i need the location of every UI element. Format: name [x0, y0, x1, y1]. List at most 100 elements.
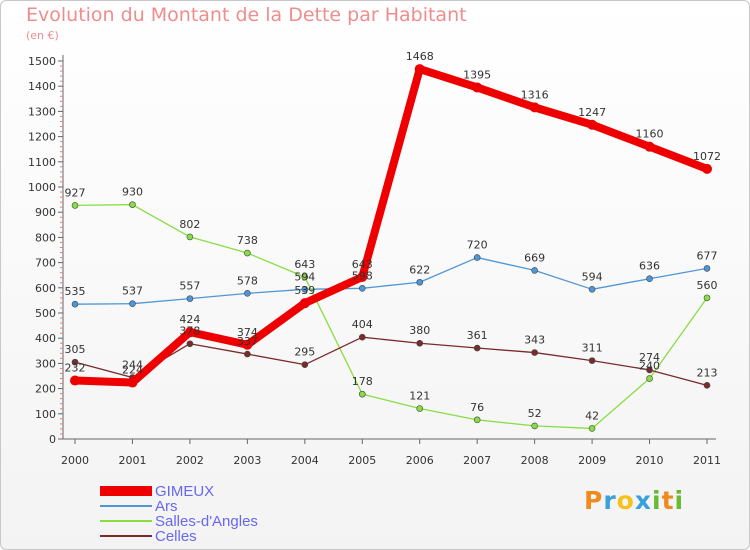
- data-label: 380: [409, 324, 430, 337]
- y-tick-label: 700: [35, 257, 56, 270]
- data-point: [646, 275, 653, 283]
- data-label: 295: [294, 346, 315, 359]
- data-label: 178: [352, 375, 373, 388]
- data-label: 720: [467, 239, 488, 252]
- data-label: 244: [122, 359, 143, 372]
- data-label: 677: [697, 249, 718, 262]
- data-label: 213: [697, 366, 718, 379]
- series-lines: [70, 64, 712, 432]
- proxiti-logo: Proxiti: [584, 486, 684, 515]
- data-point: [244, 249, 251, 257]
- y-tick-label: 200: [35, 383, 56, 396]
- y-tick-label: 0: [49, 433, 56, 446]
- data-label: 224: [122, 364, 143, 377]
- legend-swatch: [100, 505, 152, 507]
- data-label: 622: [409, 263, 430, 276]
- x-tick-label: 2009: [578, 454, 606, 467]
- data-label: 927: [65, 186, 86, 199]
- legend-label: Ars: [155, 498, 178, 515]
- x-tick-label: 2001: [118, 454, 146, 467]
- logo-letter: i: [652, 486, 662, 515]
- data-point: [301, 286, 309, 293]
- series-line: [74, 336, 708, 386]
- data-label: 343: [524, 334, 545, 347]
- data-point: [531, 267, 538, 274]
- y-tick-label: 800: [35, 231, 56, 244]
- data-label: 1160: [636, 128, 664, 141]
- data-point: [588, 286, 596, 293]
- data-label: 738: [237, 234, 258, 247]
- y-tick-label: 1000: [28, 181, 56, 194]
- data-label: 121: [409, 390, 430, 403]
- series-line: [74, 203, 708, 430]
- data-point: [703, 265, 711, 272]
- data-point: [71, 300, 79, 308]
- legend-swatch: [100, 535, 152, 537]
- data-label: 404: [352, 318, 373, 331]
- data-point: [71, 358, 79, 366]
- x-tick-label: 2002: [176, 454, 204, 467]
- data-label: 240: [639, 360, 660, 373]
- data-point: [242, 339, 253, 350]
- legend-label: GIMEUX: [155, 483, 215, 500]
- x-tick-label: 2006: [406, 454, 434, 467]
- data-label: 76: [470, 401, 484, 414]
- data-label: 539: [294, 284, 315, 297]
- x-tick-label: 2005: [348, 454, 376, 467]
- data-point: [414, 64, 425, 75]
- data-label: 337: [237, 335, 258, 348]
- data-point: [646, 366, 653, 374]
- data-point: [531, 422, 538, 430]
- data-point: [186, 340, 194, 348]
- x-tick-label: 2000: [61, 454, 89, 467]
- data-label: 1316: [521, 88, 549, 101]
- data-label: 560: [697, 279, 718, 292]
- data-point: [244, 350, 251, 358]
- data-label: 1072: [693, 150, 721, 163]
- series-ars: [71, 254, 711, 308]
- x-tick-label: 2003: [233, 454, 261, 467]
- data-point: [244, 290, 251, 297]
- data-point: [473, 344, 481, 352]
- data-point: [129, 201, 136, 208]
- legend-swatch: [100, 520, 152, 522]
- data-label: 42: [585, 409, 599, 422]
- data-point: [703, 294, 711, 302]
- y-tick-label: 900: [35, 206, 56, 219]
- data-point: [129, 300, 136, 307]
- data-point: [531, 349, 538, 356]
- data-point: [473, 416, 481, 424]
- data-point: [70, 375, 80, 386]
- data-label: 594: [582, 270, 603, 283]
- data-label: 1395: [463, 68, 491, 81]
- logo-letter: o: [616, 486, 635, 515]
- data-point: [186, 233, 194, 241]
- chart-subtitle: (en €): [26, 29, 59, 42]
- y-tick-label: 300: [35, 357, 56, 370]
- data-point: [357, 271, 368, 282]
- y-tick-label: 100: [35, 408, 56, 421]
- data-point: [358, 390, 366, 398]
- data-label: 232: [65, 362, 86, 375]
- logo-letter: P: [584, 486, 604, 515]
- series-celles: [71, 333, 711, 389]
- y-tick-label: 1200: [28, 131, 56, 144]
- data-label: 578: [237, 274, 258, 287]
- data-point: [703, 382, 711, 389]
- data-label: 52: [528, 407, 542, 420]
- x-tick-label: 2004: [291, 454, 319, 467]
- legend-label: Salles-d'Angles: [155, 513, 258, 530]
- data-labels: 535 537 557 578 594 598 622 720 669 594 636 677 927 9…: [65, 50, 722, 422]
- series-line: [71, 65, 711, 387]
- data-point: [127, 377, 138, 388]
- series-gimeux: [70, 64, 712, 388]
- logo-letter: i: [674, 486, 685, 515]
- data-point: [473, 254, 481, 261]
- data-point: [702, 163, 712, 174]
- y-tick-label: 1400: [28, 80, 56, 93]
- data-label: 557: [179, 280, 200, 293]
- data-label: 535: [65, 285, 86, 298]
- legend-swatch: [100, 486, 152, 496]
